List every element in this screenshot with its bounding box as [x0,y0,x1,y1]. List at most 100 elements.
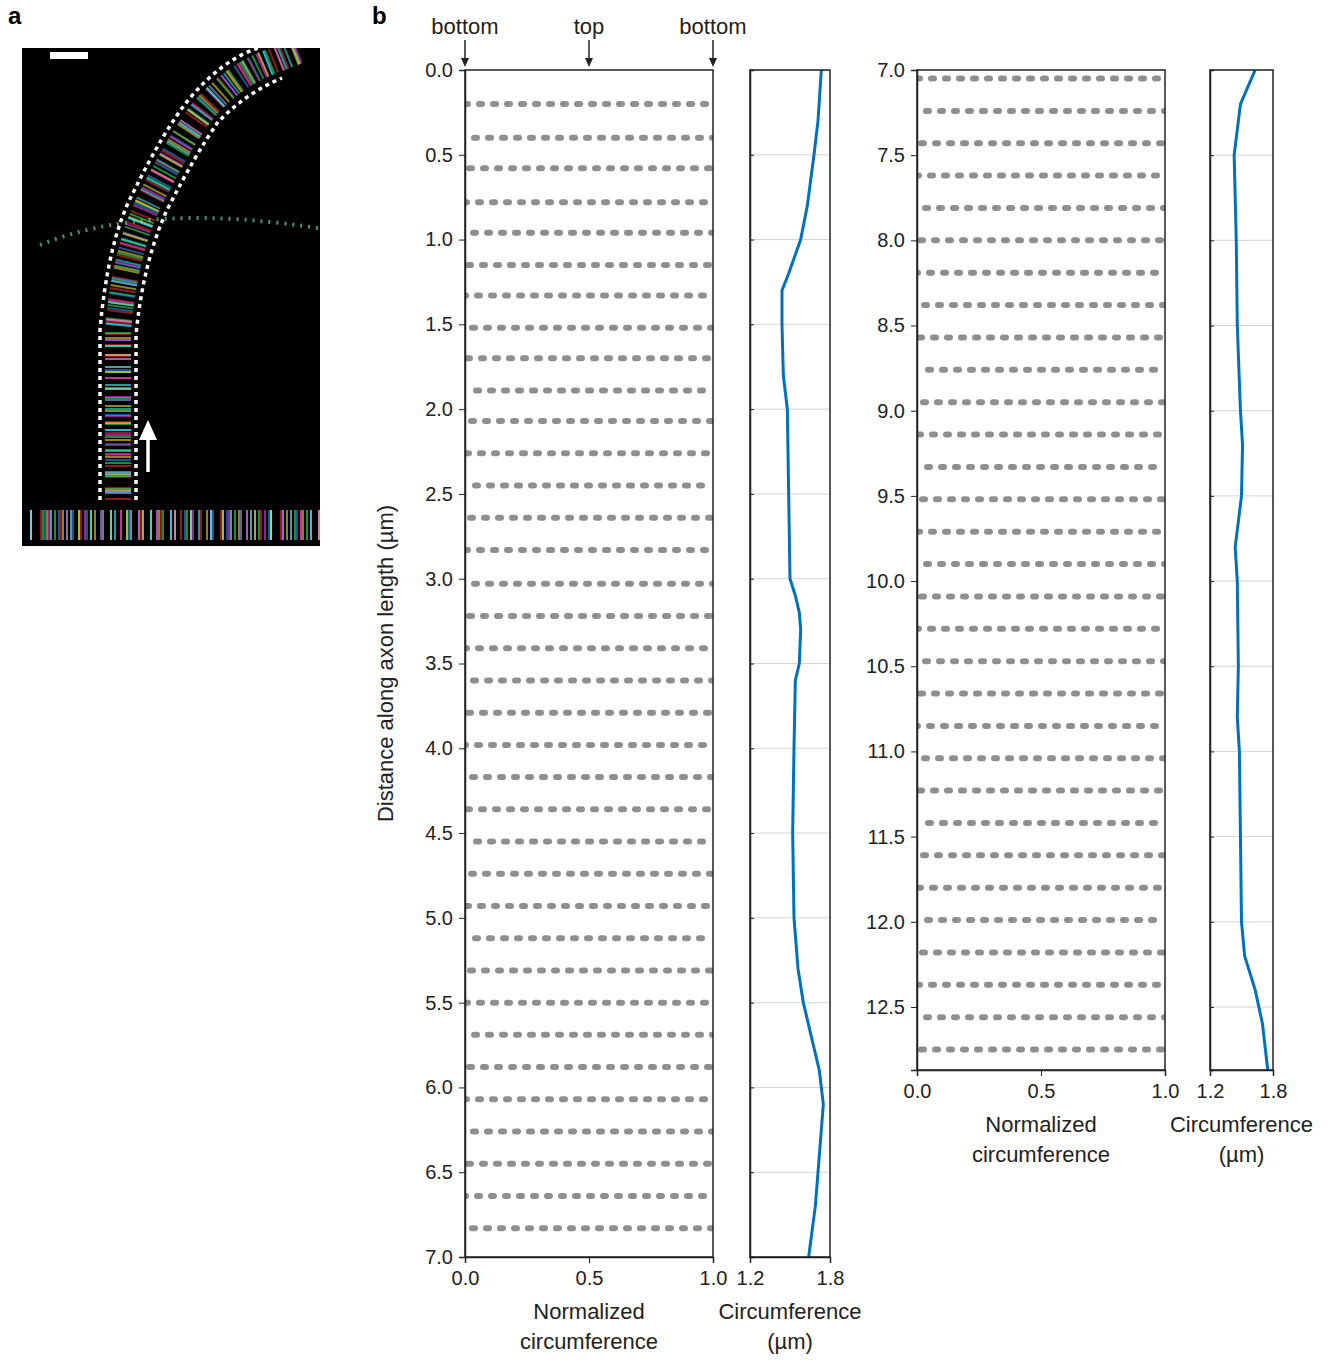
x-axis-title-line: (µm) [1219,1142,1265,1167]
annotation: top [574,14,605,39]
ring [917,982,1165,988]
x-axis-tick-label: 1.8 [817,1267,845,1289]
x-axis-tick: 1.8 [1260,1070,1288,1102]
y-axis-tick-label: 5.5 [425,992,453,1014]
ring [917,173,1165,179]
x-axis-title: Circumference(µm) [1170,1112,1313,1167]
ring [917,270,1165,276]
x-axis-tick-mark [589,1257,590,1263]
x-axis-tick: 1.0 [1152,1070,1180,1102]
branch-signal [22,510,320,540]
y-axis-tick-label: 10.0 [866,570,905,592]
ring [917,108,1165,114]
x-axis-tick-mark [1165,1070,1166,1076]
x-axis-tick-mark [465,1257,466,1263]
y-axis-tick-mark [911,496,917,497]
x-axis-tick: 1.2 [737,1257,765,1289]
ring [465,325,713,331]
y-axis-tick: 10.0 [866,570,917,592]
x-axis-title-line: (µm) [767,1329,813,1354]
x-axis-tick-label: 1.2 [1197,1080,1225,1102]
scale-bar [50,52,88,59]
panel-letter: a [8,2,22,29]
x-axis-line [466,1258,714,1264]
ring [465,450,713,456]
direction-arrow [146,438,150,472]
y-axis-tick: 12.0 [866,911,917,933]
y-axis-tick-label: 6.5 [425,1161,453,1183]
x-axis-title-line: Normalized [533,1299,644,1324]
y-axis-tick: 5.0 [425,907,465,929]
ring [465,135,713,141]
ring [465,742,713,748]
y-axis-tick-mark [459,1172,465,1173]
y-axis-tick: 11.0 [868,740,917,762]
ring [465,967,713,973]
y-axis-tick-mark [459,494,465,495]
y-axis-tick-mark [459,1257,465,1258]
y-axis-tick-label: 0.0 [425,59,453,81]
plot-frame [750,70,830,1257]
plot-ground [465,70,713,1257]
plot-frame [1210,70,1273,1070]
x-axis: 1.2 1.8 [737,1257,845,1289]
y-axis-tick-mark [911,1007,917,1008]
grid-line [1210,325,1273,326]
circumference-line [1234,70,1268,1070]
micrograph [10,48,340,546]
ring [465,710,713,716]
ring [465,293,713,299]
y-axis-line [1211,71,1215,1071]
figure: ab0.00.51.01.52.02.53.03.54.04.55.05.56.… [0,0,1335,1366]
annotation-arrowhead [585,58,593,67]
x-axis-tick-mark [713,1257,714,1263]
x-axis-title-line: circumference [972,1142,1110,1167]
branch-signal [40,218,320,245]
ring [917,302,1165,308]
grid-line [750,748,830,749]
y-axis-tick: 4.0 [425,737,465,759]
y-axis-tick-label: 12.5 [866,996,905,1018]
series [782,70,823,1257]
ring [917,917,1165,923]
y-axis-tick-mark [911,922,917,923]
y-axis-tick: 9.5 [877,485,917,507]
plot-frame [465,70,713,1257]
grid-line [750,917,830,918]
y-axis-tick-label: 3.5 [425,652,453,674]
plot-ground [917,70,1165,1070]
y-axis-tick-label: 5.0 [425,907,453,929]
ring [465,871,713,877]
y-axis-tick: 7.5 [877,144,917,166]
y-axis-tick-label: 0.5 [425,144,453,166]
x-axis-tick-label: 1.0 [1152,1080,1180,1102]
grid-line [750,154,830,155]
y-axis-title: Distance along axon length (µm) [373,505,398,822]
y-axis-tick: 7.0 [425,1246,465,1268]
y-axis-tick-mark [459,240,465,241]
y-axis-tick: 3.0 [425,568,465,590]
x-axis-tick: 0.5 [576,1257,604,1289]
x-axis: 0.00.51.0 [452,1257,728,1289]
ring [917,1047,1165,1053]
x-axis-tick-label: 0.5 [1028,1080,1056,1102]
y-axis-tick-mark [459,918,465,919]
y-axis-tick: 12.5 [866,996,917,1018]
y-axis-tick-mark [459,1087,465,1088]
grid [750,70,830,1257]
ring [917,755,1165,761]
x-axis-tick-mark [917,1070,918,1076]
x-axis-title: Circumference(µm) [718,1299,861,1354]
grid-line [750,1087,830,1088]
axon-signal [118,50,300,500]
y-axis-tick: 10.5 [866,655,917,677]
x-axis-tick-mark [1041,1070,1042,1076]
y-axis-tick: 0.0 [425,59,465,81]
ring [917,593,1165,599]
y-axis: 7.07.58.08.59.09.510.010.511.011.512.012… [866,59,917,1071]
ring [917,140,1165,146]
annotation-arrowhead [709,58,717,67]
y-axis-tick-mark [911,581,917,582]
y-axis-tick: 2.5 [425,483,465,505]
ring [465,515,713,521]
